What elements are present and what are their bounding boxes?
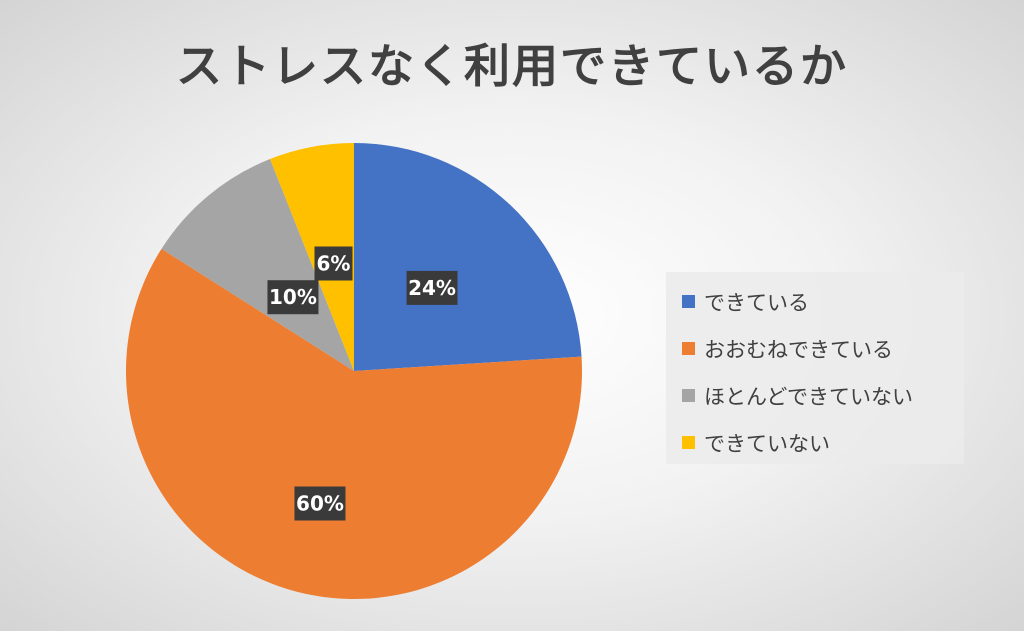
- pie-slice: [354, 143, 582, 371]
- data-label-background: [267, 280, 319, 315]
- legend-swatch: [682, 342, 695, 355]
- legend-swatch: [682, 295, 695, 308]
- legend-item: できている: [682, 278, 964, 325]
- legend-item: おおむねできている: [682, 325, 964, 372]
- data-label: 6%: [317, 251, 351, 275]
- data-label-background: [406, 270, 458, 305]
- legend-item: ほとんどできていない: [682, 372, 964, 419]
- legend-item: できていない: [682, 419, 964, 466]
- data-label-background: [314, 246, 353, 281]
- chart-title: ストレスなく利用できているか: [176, 39, 848, 93]
- legend-label: できていない: [704, 431, 830, 456]
- legend-label: ほとんどできていない: [704, 384, 913, 409]
- data-label: 10%: [269, 285, 317, 309]
- pie-slice: [126, 248, 583, 599]
- data-label: 60%: [296, 492, 344, 516]
- legend-swatch: [682, 436, 695, 449]
- data-label-background: [294, 486, 346, 521]
- legend-swatch: [682, 389, 695, 402]
- pie-slice: [161, 159, 354, 371]
- pie-slice: [270, 143, 354, 371]
- legend-label: できている: [704, 290, 809, 315]
- legend: できている おおむねできている ほとんどできていない できていない: [666, 272, 964, 464]
- legend-label: おおむねできている: [704, 337, 893, 362]
- data-label: 24%: [408, 276, 456, 300]
